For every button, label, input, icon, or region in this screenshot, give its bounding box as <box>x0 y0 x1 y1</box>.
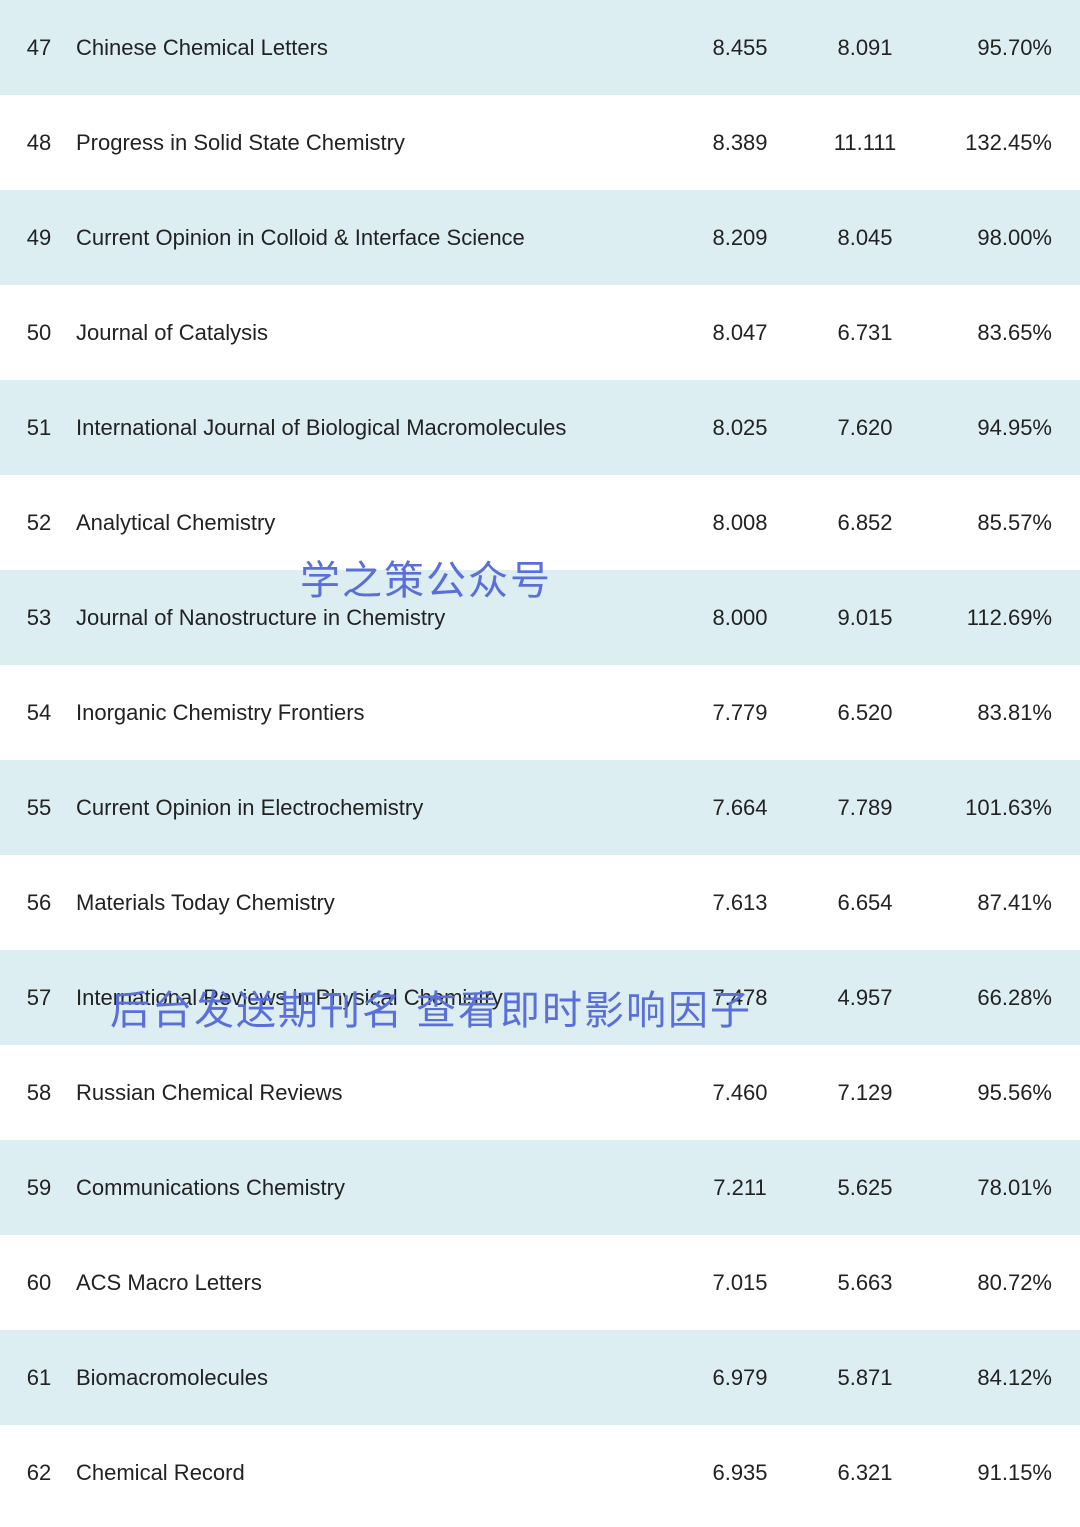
cell-value1: 7.211 <box>680 1175 800 1201</box>
cell-percent: 132.45% <box>930 130 1080 156</box>
cell-journal-name: Russian Chemical Reviews <box>70 1078 680 1108</box>
cell-value1: 6.935 <box>680 1460 800 1486</box>
cell-percent: 95.56% <box>930 1080 1080 1106</box>
cell-value2: 5.663 <box>800 1270 930 1296</box>
cell-value1: 8.000 <box>680 605 800 631</box>
cell-journal-name: ACS Macro Letters <box>70 1268 680 1298</box>
cell-value1: 8.455 <box>680 35 800 61</box>
table-row: 60ACS Macro Letters7.0155.66380.72% <box>0 1235 1080 1330</box>
cell-rank: 47 <box>0 35 70 61</box>
cell-journal-name: Chemical Record <box>70 1458 680 1488</box>
cell-rank: 57 <box>0 985 70 1011</box>
cell-percent: 91.15% <box>930 1460 1080 1486</box>
cell-value1: 8.209 <box>680 225 800 251</box>
cell-percent: 84.12% <box>930 1365 1080 1391</box>
cell-rank: 62 <box>0 1460 70 1486</box>
cell-percent: 98.00% <box>930 225 1080 251</box>
cell-journal-name: Communications Chemistry <box>70 1173 680 1203</box>
cell-rank: 50 <box>0 320 70 346</box>
cell-value2: 6.321 <box>800 1460 930 1486</box>
cell-value2: 8.045 <box>800 225 930 251</box>
cell-value2: 7.789 <box>800 795 930 821</box>
cell-percent: 94.95% <box>930 415 1080 441</box>
table-row: 59Communications Chemistry7.2115.62578.0… <box>0 1140 1080 1235</box>
table-row: 57International Reviews in Physical Chem… <box>0 950 1080 1045</box>
cell-rank: 55 <box>0 795 70 821</box>
cell-rank: 58 <box>0 1080 70 1106</box>
cell-journal-name: Journal of Catalysis <box>70 318 680 348</box>
cell-value2: 5.871 <box>800 1365 930 1391</box>
cell-journal-name: International Reviews in Physical Chemis… <box>70 983 680 1013</box>
cell-percent: 66.28% <box>930 985 1080 1011</box>
table-row: 58Russian Chemical Reviews7.4607.12995.5… <box>0 1045 1080 1140</box>
cell-journal-name: Progress in Solid State Chemistry <box>70 128 680 158</box>
cell-journal-name: Inorganic Chemistry Frontiers <box>70 698 680 728</box>
cell-value1: 7.664 <box>680 795 800 821</box>
cell-value2: 5.625 <box>800 1175 930 1201</box>
cell-value2: 7.620 <box>800 415 930 441</box>
cell-rank: 52 <box>0 510 70 536</box>
cell-journal-name: Current Opinion in Colloid & Interface S… <box>70 223 680 253</box>
cell-rank: 48 <box>0 130 70 156</box>
cell-journal-name: Chinese Chemical Letters <box>70 33 680 63</box>
table-row: 53Journal of Nanostructure in Chemistry8… <box>0 570 1080 665</box>
cell-journal-name: Current Opinion in Electrochemistry <box>70 793 680 823</box>
table-row: 56Materials Today Chemistry7.6136.65487.… <box>0 855 1080 950</box>
cell-rank: 54 <box>0 700 70 726</box>
cell-value1: 8.008 <box>680 510 800 536</box>
cell-value2: 8.091 <box>800 35 930 61</box>
cell-rank: 51 <box>0 415 70 441</box>
cell-value2: 6.852 <box>800 510 930 536</box>
cell-value2: 7.129 <box>800 1080 930 1106</box>
cell-value1: 8.389 <box>680 130 800 156</box>
cell-percent: 95.70% <box>930 35 1080 61</box>
table-row: 49Current Opinion in Colloid & Interface… <box>0 190 1080 285</box>
cell-journal-name: Analytical Chemistry <box>70 508 680 538</box>
cell-value1: 7.478 <box>680 985 800 1011</box>
cell-rank: 61 <box>0 1365 70 1391</box>
cell-value2: 6.731 <box>800 320 930 346</box>
cell-percent: 78.01% <box>930 1175 1080 1201</box>
cell-percent: 112.69% <box>930 605 1080 631</box>
cell-percent: 87.41% <box>930 890 1080 916</box>
journal-table: 47Chinese Chemical Letters8.4558.09195.7… <box>0 0 1080 1520</box>
cell-value2: 11.111 <box>800 130 930 156</box>
cell-journal-name: Journal of Nanostructure in Chemistry <box>70 603 680 633</box>
cell-percent: 80.72% <box>930 1270 1080 1296</box>
cell-rank: 59 <box>0 1175 70 1201</box>
cell-journal-name: Materials Today Chemistry <box>70 888 680 918</box>
cell-value2: 9.015 <box>800 605 930 631</box>
cell-value1: 7.613 <box>680 890 800 916</box>
cell-percent: 85.57% <box>930 510 1080 536</box>
table-row: 47Chinese Chemical Letters8.4558.09195.7… <box>0 0 1080 95</box>
cell-value2: 6.654 <box>800 890 930 916</box>
table-row: 55Current Opinion in Electrochemistry7.6… <box>0 760 1080 855</box>
table-row: 51International Journal of Biological Ma… <box>0 380 1080 475</box>
table-row: 50Journal of Catalysis8.0476.73183.65% <box>0 285 1080 380</box>
cell-journal-name: International Journal of Biological Macr… <box>70 413 680 443</box>
cell-value1: 8.025 <box>680 415 800 441</box>
cell-rank: 49 <box>0 225 70 251</box>
cell-value1: 6.979 <box>680 1365 800 1391</box>
table-row: 61Biomacromolecules6.9795.87184.12% <box>0 1330 1080 1425</box>
cell-rank: 56 <box>0 890 70 916</box>
cell-value1: 7.779 <box>680 700 800 726</box>
table-row: 62Chemical Record6.9356.32191.15% <box>0 1425 1080 1520</box>
cell-journal-name: Biomacromolecules <box>70 1363 680 1393</box>
cell-value1: 7.015 <box>680 1270 800 1296</box>
cell-value2: 4.957 <box>800 985 930 1011</box>
cell-percent: 83.81% <box>930 700 1080 726</box>
cell-value1: 7.460 <box>680 1080 800 1106</box>
cell-value1: 8.047 <box>680 320 800 346</box>
cell-rank: 60 <box>0 1270 70 1296</box>
cell-value2: 6.520 <box>800 700 930 726</box>
table-row: 52Analytical Chemistry8.0086.85285.57% <box>0 475 1080 570</box>
table-row: 54Inorganic Chemistry Frontiers7.7796.52… <box>0 665 1080 760</box>
cell-percent: 101.63% <box>930 795 1080 821</box>
cell-rank: 53 <box>0 605 70 631</box>
cell-percent: 83.65% <box>930 320 1080 346</box>
table-row: 48Progress in Solid State Chemistry8.389… <box>0 95 1080 190</box>
